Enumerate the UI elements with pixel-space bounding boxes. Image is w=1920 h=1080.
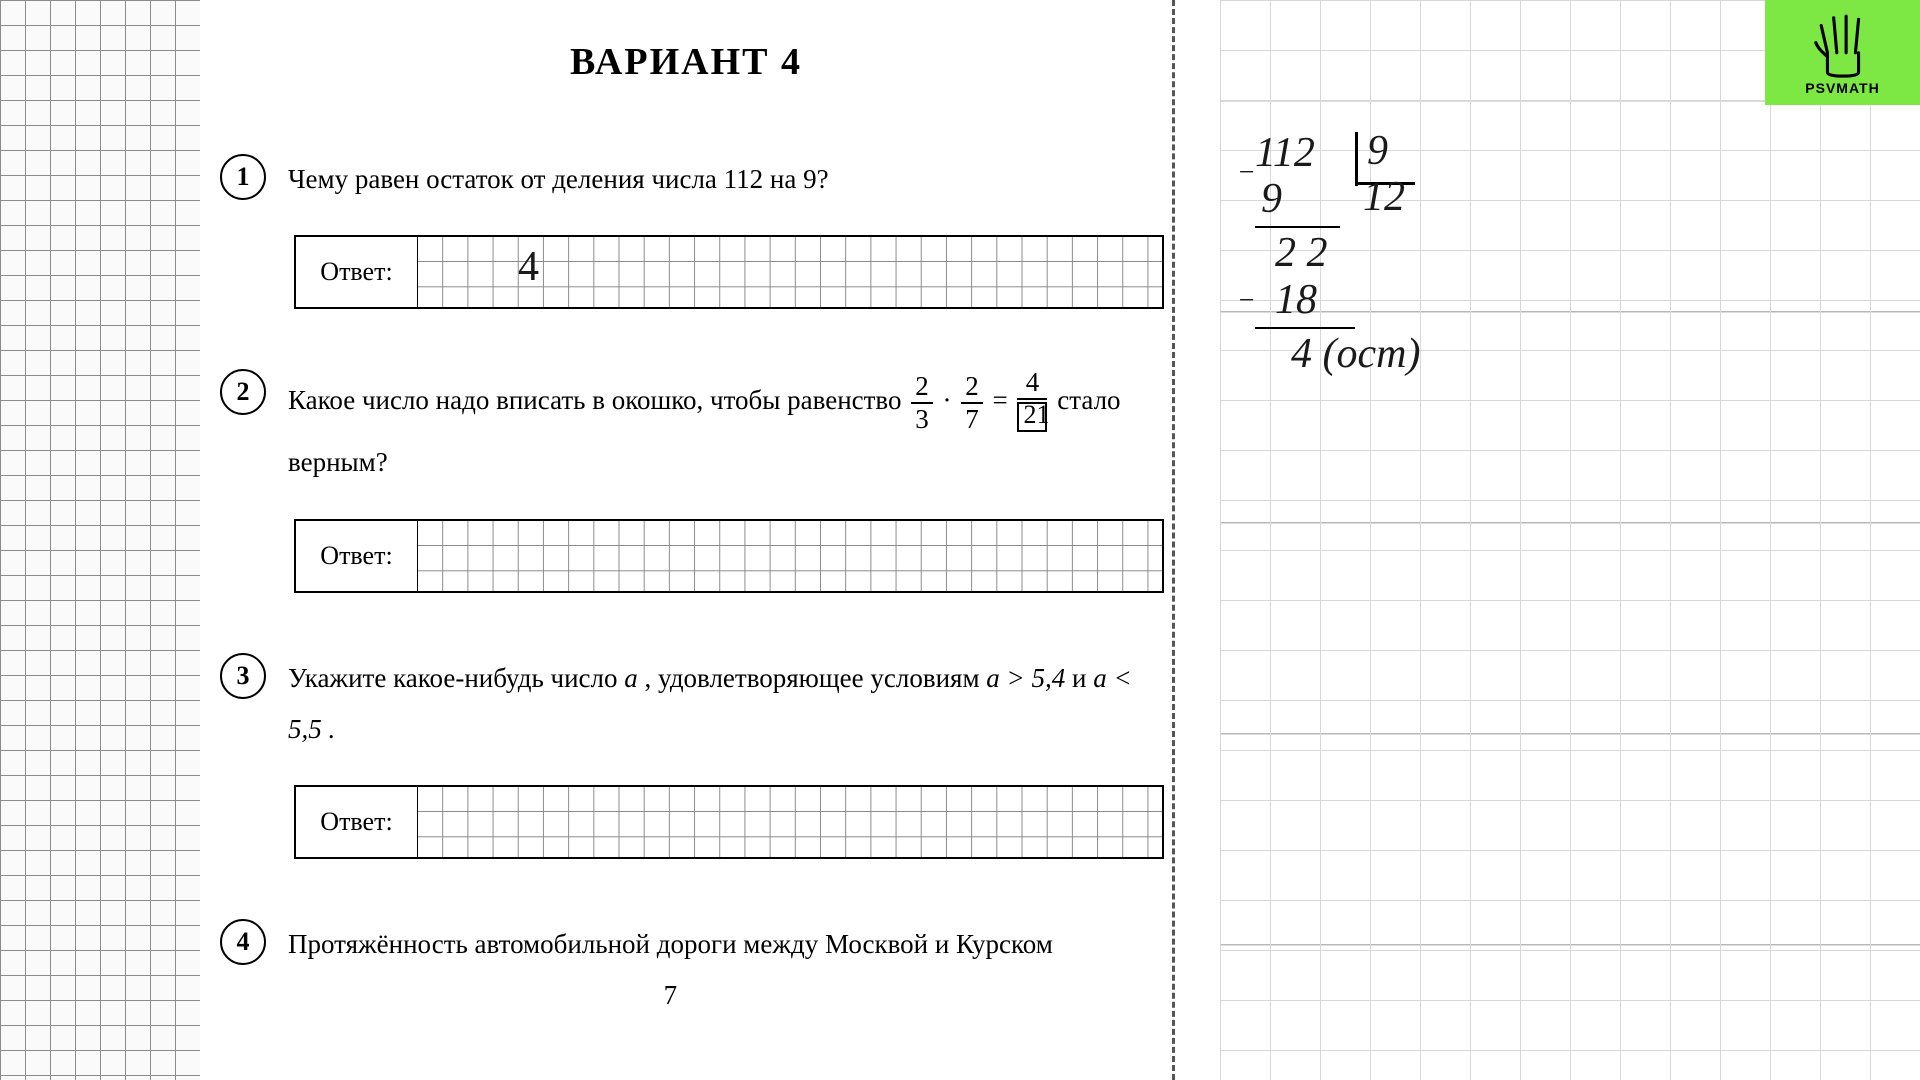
answer-label: Ответ: (296, 787, 418, 857)
answer-grid[interactable] (418, 787, 1162, 857)
answer-box-inline[interactable]: 21 (1017, 402, 1047, 432)
problem-number: 1 (220, 154, 266, 200)
problem-1: 1 Чему равен остаток от деления числа 11… (220, 154, 1152, 205)
fraction-1: 2 3 (911, 373, 933, 433)
answer-grid[interactable] (418, 521, 1162, 591)
right-panel: PSVMATH 9 12 112 − 9 2 2 − 18 4 (ост) (1175, 0, 1920, 1080)
fraction-2: 2 7 (961, 373, 983, 433)
answer-box-1: Ответ: 4 (294, 235, 1164, 309)
answer-grid[interactable]: 4 (418, 237, 1162, 307)
answer-box-2: Ответ: (294, 519, 1164, 593)
answer-label: Ответ: (296, 521, 418, 591)
worksheet-page: ВАРИАНТ 4 1 Чему равен остаток от делени… (200, 0, 1175, 1080)
left-graph-paper (0, 0, 200, 1080)
text-before: Какое число надо вписать в окошко, чтобы… (288, 386, 908, 416)
page-title: ВАРИАНТ 4 (220, 40, 1152, 84)
dividend: 112 (1255, 130, 1420, 176)
problem-text: Чему равен остаток от деления числа 112 … (288, 154, 829, 205)
problem-number: 2 (220, 369, 266, 415)
handwritten-box: 21 (1023, 402, 1049, 428)
logo-badge: PSVMATH (1765, 0, 1920, 105)
problem-text: Протяжённость автомобильной дороги между… (288, 919, 1053, 1022)
hand-icon (1803, 10, 1883, 80)
condition-1: a > 5,4 (986, 663, 1065, 693)
handwritten-answer-1: 4 (518, 243, 539, 291)
minus-sign: − (1237, 158, 1256, 189)
answer-box-3: Ответ: (294, 785, 1164, 859)
variable-a: a (624, 663, 638, 693)
problem-number: 4 (220, 919, 266, 965)
problem-3: 3 Укажите какое-нибудь число a , удовлет… (220, 653, 1152, 756)
minus-sign: − (1237, 286, 1256, 317)
answer-label: Ответ: (296, 237, 418, 307)
logo-text: PSVMATH (1805, 80, 1879, 96)
problem-number: 3 (220, 653, 266, 699)
remainder: 4 (ост) (1255, 331, 1420, 377)
fraction-3: 4 21 (1017, 369, 1047, 437)
problem-text: Какое число надо вписать в окошко, чтобы… (288, 369, 1152, 488)
calc-rule (1255, 327, 1355, 329)
long-division: 9 12 112 − 9 2 2 − 18 4 (ост) (1255, 130, 1420, 377)
sub-step-1: 9 (1255, 176, 1420, 222)
problem-4: 4 Протяжённость автомобильной дороги меж… (220, 919, 1152, 1022)
problem-text: Укажите какое-нибудь число a , удовлетво… (288, 653, 1152, 756)
problem-2: 2 Какое число надо вписать в окошко, что… (220, 369, 1152, 488)
result-step-1: 2 2 (1255, 230, 1420, 276)
sub-step-2: 18 (1255, 277, 1420, 323)
calc-rule (1255, 226, 1340, 228)
